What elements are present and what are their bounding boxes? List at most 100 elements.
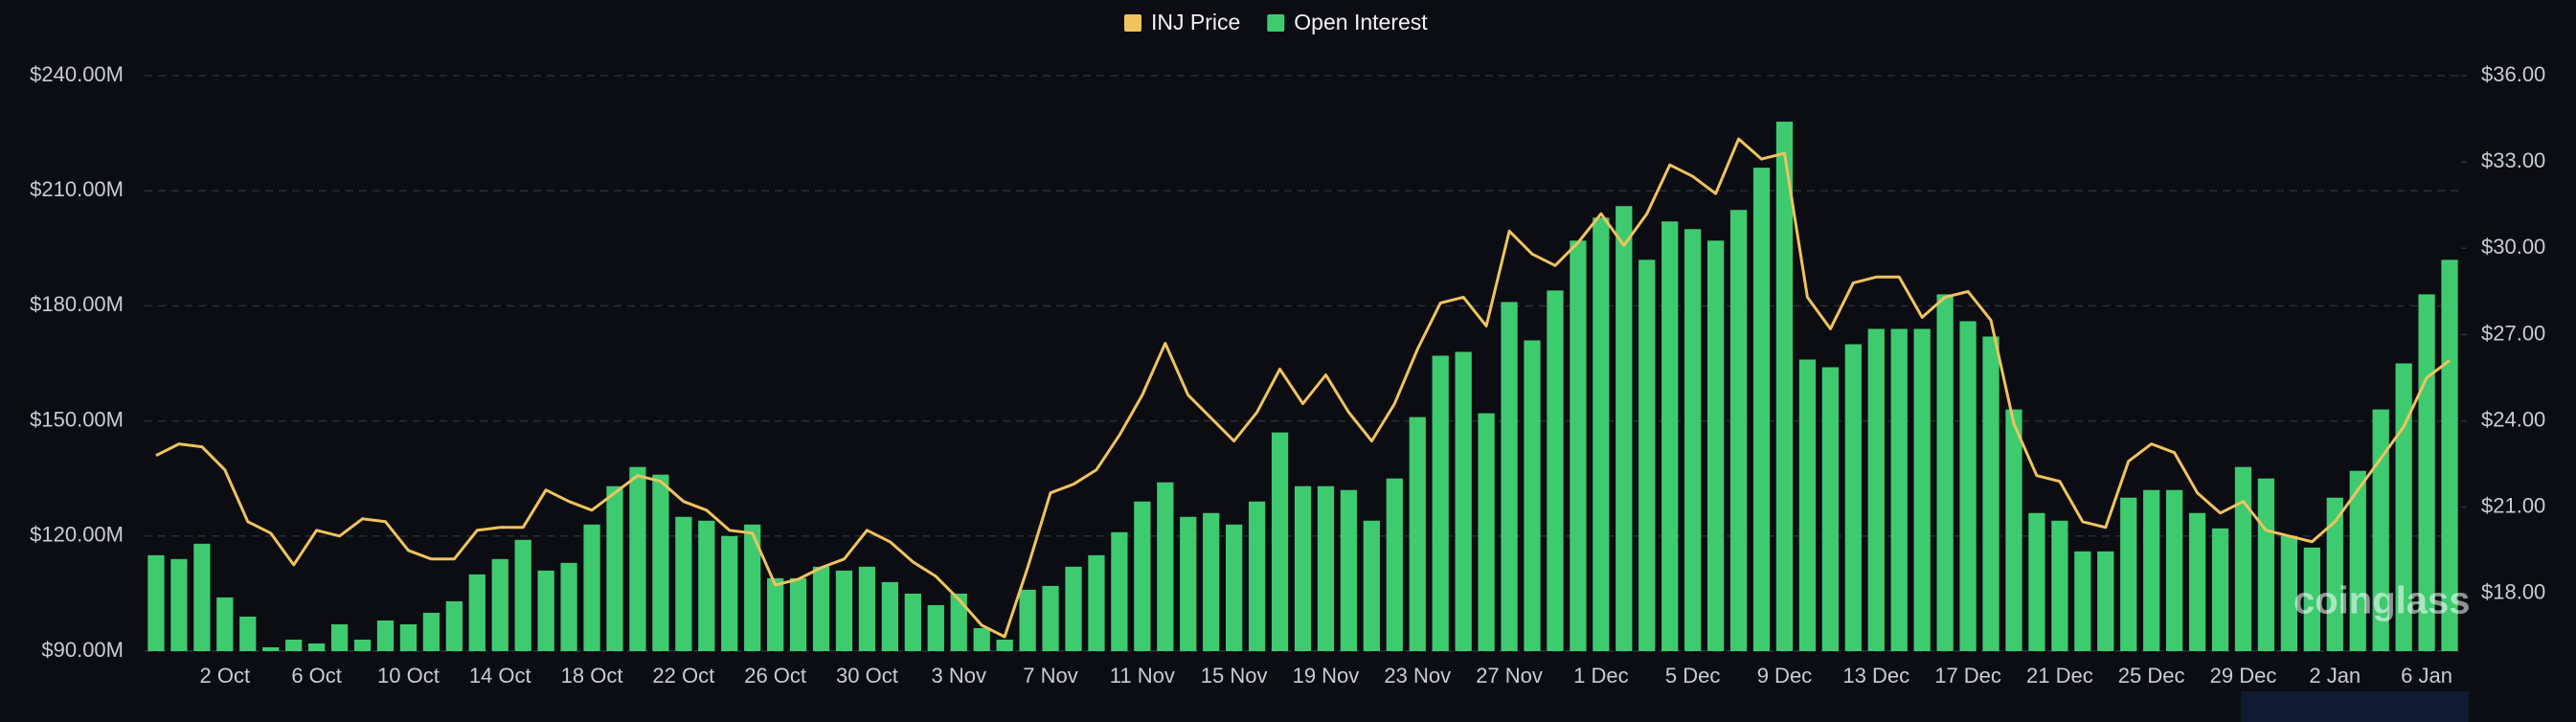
bar xyxy=(1913,328,1931,651)
bar xyxy=(1867,328,1885,651)
bar xyxy=(2120,497,2137,651)
bar xyxy=(1547,290,1564,651)
bar xyxy=(1409,417,1426,651)
bar xyxy=(1524,340,1541,651)
x-tick-label: 6 Jan xyxy=(2401,664,2452,688)
bar xyxy=(1478,413,1495,651)
x-tick-label: 7 Nov xyxy=(1023,664,1077,688)
bar xyxy=(285,639,303,651)
bar xyxy=(606,485,623,651)
y-tick-label: $120.00M xyxy=(30,523,124,547)
bar xyxy=(2211,528,2229,651)
bar xyxy=(2028,512,2045,651)
bar xyxy=(1638,259,1656,651)
bar xyxy=(1065,566,1082,651)
y2-tick-label: $18.00 xyxy=(2481,580,2545,604)
legend-swatch xyxy=(1267,14,1285,32)
y-tick-label: $90.00M xyxy=(41,638,124,662)
bar xyxy=(1729,210,1748,651)
legend-label: Open Interest xyxy=(1294,10,1428,34)
bar xyxy=(2441,259,2458,651)
bar xyxy=(1294,485,1312,651)
bar xyxy=(1936,294,1954,651)
bar xyxy=(1593,217,1610,651)
bar xyxy=(1203,512,1220,651)
bar xyxy=(835,570,853,651)
bar xyxy=(1111,531,1128,651)
x-tick-label: 30 Oct xyxy=(836,664,898,688)
x-tick-label: 5 Dec xyxy=(1665,664,1720,688)
bar xyxy=(1042,585,1059,651)
bar xyxy=(2188,512,2206,651)
bar xyxy=(1501,302,1518,651)
bar xyxy=(973,627,990,651)
y-tick-label: $180.00M xyxy=(30,292,124,316)
bar xyxy=(2074,551,2091,651)
bar xyxy=(399,623,418,651)
bar xyxy=(537,570,554,651)
x-tick-label: 22 Oct xyxy=(652,664,714,688)
legend-swatch xyxy=(1124,14,1141,32)
bar xyxy=(1248,501,1266,651)
bar xyxy=(789,577,807,651)
x-tick-label: 6 Oct xyxy=(291,664,342,688)
bar xyxy=(1455,351,1472,651)
bar xyxy=(1798,359,1817,651)
bar xyxy=(216,597,234,651)
y2-tick-label: $30.00 xyxy=(2481,235,2545,259)
bar xyxy=(262,646,280,651)
bar xyxy=(2257,478,2275,651)
bar xyxy=(2372,409,2389,651)
x-tick-label: 21 Dec xyxy=(2026,664,2093,688)
x-tick-label: 15 Nov xyxy=(1201,664,1268,688)
x-tick-label: 3 Nov xyxy=(932,664,986,688)
bar xyxy=(2280,535,2297,651)
price-line xyxy=(155,137,2451,639)
bar xyxy=(1752,168,1771,651)
bar xyxy=(560,562,577,651)
bar xyxy=(2005,409,2022,651)
bar xyxy=(767,577,784,651)
bar xyxy=(1570,240,1587,651)
bar xyxy=(1340,489,1358,651)
bar xyxy=(1821,367,1839,651)
bar xyxy=(904,593,921,651)
bar xyxy=(858,566,876,651)
bar xyxy=(1775,122,1794,651)
bar xyxy=(239,616,257,651)
bar xyxy=(881,581,899,651)
footer-panel xyxy=(2241,691,2469,722)
legend: INJ Price Open Interest xyxy=(1124,10,1428,34)
bar xyxy=(376,620,395,651)
y2-tick-label: $36.00 xyxy=(2481,62,2545,86)
x-tick-label: 10 Oct xyxy=(377,664,440,688)
x-tick-label: 26 Oct xyxy=(744,664,806,688)
x-tick-label: 29 Dec xyxy=(2210,664,2277,688)
x-tick-label: 11 Nov xyxy=(1110,664,1175,688)
bar xyxy=(2234,466,2252,651)
x-tick-label: 25 Dec xyxy=(2118,664,2185,688)
bar xyxy=(1271,432,1289,651)
bar xyxy=(1844,344,1862,651)
bar xyxy=(812,566,830,651)
bar xyxy=(1226,524,1243,651)
y-tick-label: $240.00M xyxy=(30,62,124,86)
bar xyxy=(1959,321,1977,651)
x-tick-label: 9 Dec xyxy=(1757,664,1812,688)
x-tick-label: 14 Oct xyxy=(469,664,531,688)
bar xyxy=(1706,240,1725,651)
x-tick-label: 17 Dec xyxy=(1934,664,2001,688)
bar xyxy=(2051,520,2068,651)
bar xyxy=(1088,554,1105,651)
bar xyxy=(1019,589,1036,651)
bar xyxy=(950,593,967,651)
y2-tick-label: $33.00 xyxy=(2481,148,2545,172)
bar xyxy=(1180,516,1197,651)
bar xyxy=(1386,478,1403,651)
watermark: coinglass xyxy=(2294,580,2471,622)
y-tick-label: $210.00M xyxy=(30,177,124,201)
y2-tick-label: $24.00 xyxy=(2481,407,2545,431)
bar xyxy=(996,639,1013,651)
